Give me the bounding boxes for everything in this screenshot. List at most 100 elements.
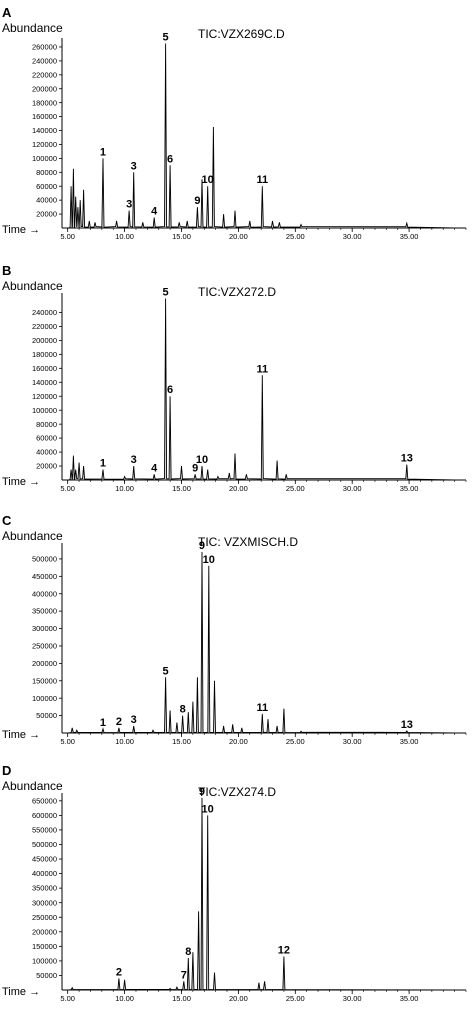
y-tick-label: 20000 — [36, 462, 57, 471]
y-tick-label: 20000 — [36, 210, 57, 219]
x-tick-label: 30.00 — [343, 232, 362, 241]
peak-label: 9 — [199, 786, 205, 798]
x-tick-label: 10.00 — [115, 737, 134, 746]
x-tick-label: 10.00 — [115, 232, 134, 241]
peak-label: 1 — [100, 458, 106, 470]
y-tick-label: 220000 — [32, 70, 57, 79]
x-tick-label: 25.00 — [286, 484, 305, 493]
y-tick-label: 100000 — [32, 694, 57, 703]
y-tick-label: 150000 — [32, 676, 57, 685]
tic-trace — [68, 797, 455, 991]
y-tick-label: 500000 — [32, 840, 57, 849]
y-tick-label: 50000 — [36, 711, 57, 720]
x-tick-label: 30.00 — [343, 994, 362, 1003]
y-tick-label: 650000 — [32, 796, 57, 805]
peak-label: 10 — [196, 454, 208, 466]
x-tick-label: 35.00 — [400, 994, 419, 1003]
x-tick-label: 20.00 — [229, 737, 248, 746]
peak-label: 1 — [100, 717, 106, 729]
peak-label: 3 — [126, 199, 132, 211]
y-tick-label: 60000 — [36, 434, 57, 443]
y-axis-label: Abundance — [2, 779, 63, 793]
peak-label: 4 — [151, 206, 158, 218]
peak-label: 8 — [180, 704, 186, 716]
y-tick-label: 400000 — [32, 589, 57, 598]
y-tick-label: 140000 — [32, 126, 57, 135]
y-tick-label: 80000 — [36, 168, 57, 177]
x-tick-label: 30.00 — [343, 484, 362, 493]
y-tick-label: 120000 — [32, 140, 57, 149]
peak-label: 5 — [162, 286, 168, 298]
y-tick-label: 50000 — [36, 971, 57, 980]
y-tick-label: 350000 — [32, 607, 57, 616]
peak-label: 3 — [131, 714, 137, 726]
y-tick-label: 400000 — [32, 869, 57, 878]
peak-label: 9 — [192, 462, 198, 474]
y-tick-label: 450000 — [32, 572, 57, 581]
tic-trace — [68, 43, 455, 229]
y-tick-label: 160000 — [32, 364, 57, 373]
y-axis-label: Abundance — [2, 21, 63, 35]
y-tick-label: 100000 — [32, 406, 57, 415]
x-tick-label: 5.00 — [60, 232, 75, 241]
y-tick-label: 250000 — [32, 642, 57, 651]
panel-letter: D — [2, 763, 11, 778]
x-tick-label: 25.00 — [286, 737, 305, 746]
y-axis-label: Abundance — [2, 279, 63, 293]
y-tick-label: 140000 — [32, 378, 57, 387]
peak-label: 6 — [167, 153, 173, 165]
peak-label: 11 — [256, 363, 268, 375]
y-tick-label: 300000 — [32, 898, 57, 907]
peak-label: 8 — [185, 946, 191, 958]
peak-label: 9 — [199, 540, 205, 552]
y-tick-label: 600000 — [32, 811, 57, 820]
peak-label: 13 — [401, 719, 413, 731]
y-tick-label: 220000 — [32, 322, 57, 331]
peak-label: 3 — [131, 454, 137, 466]
y-tick-label: 80000 — [36, 420, 57, 429]
x-tick-label: 5.00 — [60, 994, 75, 1003]
peak-label: 6 — [167, 384, 173, 396]
y-tick-label: 500000 — [32, 555, 57, 564]
x-tick-label: 15.00 — [172, 994, 191, 1003]
y-tick-label: 240000 — [32, 308, 57, 317]
peak-label: 11 — [256, 702, 268, 714]
panel-letter: C — [2, 513, 12, 528]
peak-label: 2 — [116, 966, 122, 978]
y-tick-label: 60000 — [36, 182, 57, 191]
peak-label: 9 — [194, 195, 200, 207]
chart-title: TIC:VZX269C.D — [198, 27, 285, 41]
tic-trace — [68, 551, 455, 734]
x-tick-label: 10.00 — [115, 994, 134, 1003]
peak-label: 2 — [116, 716, 122, 728]
y-tick-label: 150000 — [32, 942, 57, 951]
x-tick-label: 15.00 — [172, 737, 191, 746]
x-tick-label: 5.00 — [60, 484, 75, 493]
y-tick-label: 100000 — [32, 956, 57, 965]
x-tick-label: 35.00 — [400, 232, 419, 241]
peak-label: 7 — [181, 969, 187, 981]
x-tick-label: 20.00 — [229, 232, 248, 241]
x-tick-label: 10.00 — [115, 484, 134, 493]
x-tick-label: 15.00 — [172, 484, 191, 493]
y-tick-label: 300000 — [32, 624, 57, 633]
y-tick-label: 200000 — [32, 659, 57, 668]
peak-label: 1 — [100, 146, 106, 158]
x-tick-label: 5.00 — [60, 737, 75, 746]
y-tick-label: 260000 — [32, 43, 57, 52]
peak-label: 13 — [401, 453, 413, 465]
y-tick-label: 450000 — [32, 855, 57, 864]
x-tick-label: 30.00 — [343, 737, 362, 746]
y-tick-label: 240000 — [32, 56, 57, 65]
y-axis-label: Abundance — [2, 529, 63, 543]
y-tick-label: 100000 — [32, 154, 57, 163]
y-tick-label: 200000 — [32, 336, 57, 345]
y-tick-label: 200000 — [32, 927, 57, 936]
x-tick-label: 20.00 — [229, 484, 248, 493]
peak-label: 3 — [131, 160, 137, 172]
peak-label: 5 — [162, 665, 168, 677]
peak-label: 5 — [162, 31, 168, 43]
